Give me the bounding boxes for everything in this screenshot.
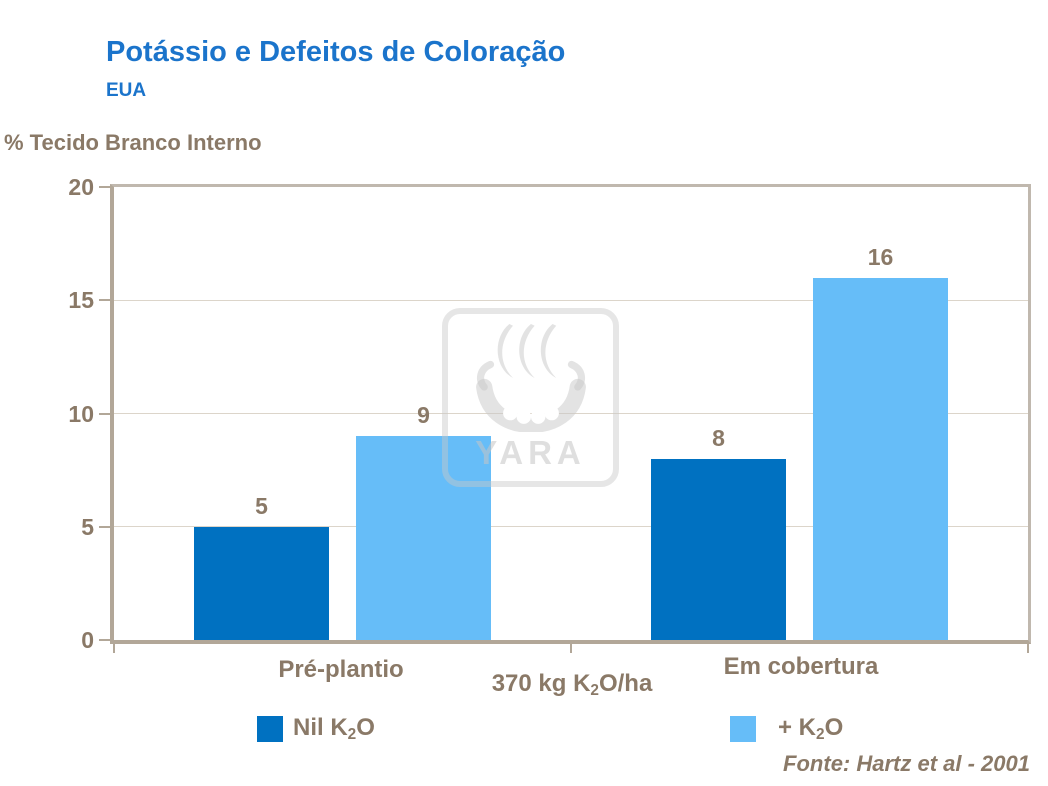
x-axis-tick-100 xyxy=(1027,644,1029,653)
legend-label-nil-k2o: Nil K2O xyxy=(293,714,375,745)
y-axis-labels: 0 5 10 15 20 xyxy=(30,174,94,653)
y-tick-label-0: 0 xyxy=(81,627,94,653)
bar-value-label-9: 9 xyxy=(417,402,430,429)
legend-plus-post: O xyxy=(824,714,844,741)
chart-subtitle: EUA xyxy=(106,80,147,101)
x-axis-tick-0 xyxy=(113,644,115,653)
bar-nil-k2o-em-cobertura xyxy=(651,458,786,640)
bar-value-label-8: 8 xyxy=(712,424,725,451)
category-label-pre-plantio: Pré-plantio xyxy=(278,656,404,683)
y-tick-label-15: 15 xyxy=(68,287,94,314)
legend-plus-pre: + K xyxy=(778,714,817,741)
rate-annotation-sub: 2 xyxy=(590,681,599,699)
chart-title: Potássio e Defeitos de Coloração xyxy=(106,36,566,68)
legend-nil-sub: 2 xyxy=(347,725,357,743)
category-label-em-cobertura: Em cobertura xyxy=(723,653,879,680)
rate-annotation: 370 kg K2O/ha xyxy=(491,670,653,699)
legend-nil-post: O xyxy=(356,714,375,741)
yara-watermark-text: YARA xyxy=(475,434,586,471)
y-tick-label-5: 5 xyxy=(81,513,94,540)
bar-value-label-16: 16 xyxy=(867,243,894,270)
source-citation: Fonte: Hartz et al - 2001 xyxy=(783,751,1030,776)
y-axis-tick-0 xyxy=(99,639,112,641)
y-axis-tick-20 xyxy=(99,186,112,188)
legend-label-plus-k2o: + K2O xyxy=(778,714,843,745)
y-axis-tick-10 xyxy=(99,412,112,415)
rate-annotation-post: O/ha xyxy=(598,670,653,697)
bar--k2o-pr-plantio xyxy=(356,436,491,640)
y-tick-label-20: 20 xyxy=(68,174,94,200)
bar-value-label-5: 5 xyxy=(255,492,268,519)
y-axis-title: % Tecido Branco Interno xyxy=(4,130,262,155)
gridline-5 xyxy=(114,526,1028,528)
bar-nil-k2o-pr-plantio xyxy=(194,526,329,640)
x-axis-tick-50 xyxy=(570,644,572,653)
rate-annotation-pre: 370 kg K xyxy=(491,670,591,697)
gridline-15 xyxy=(114,299,1028,301)
plot-area: YARA 5 9 8 16 xyxy=(99,184,1031,653)
legend-swatch-nil-k2o xyxy=(257,716,283,742)
legend-nil-pre: Nil K xyxy=(293,714,348,741)
legend-plus-sub: 2 xyxy=(816,725,825,743)
y-axis-tick-15 xyxy=(99,299,112,302)
bar--k2o-em-cobertura xyxy=(813,277,948,640)
y-axis-tick-5 xyxy=(99,525,112,528)
y-tick-label-10: 10 xyxy=(68,400,94,427)
legend-swatch-plus-k2o xyxy=(730,716,756,742)
